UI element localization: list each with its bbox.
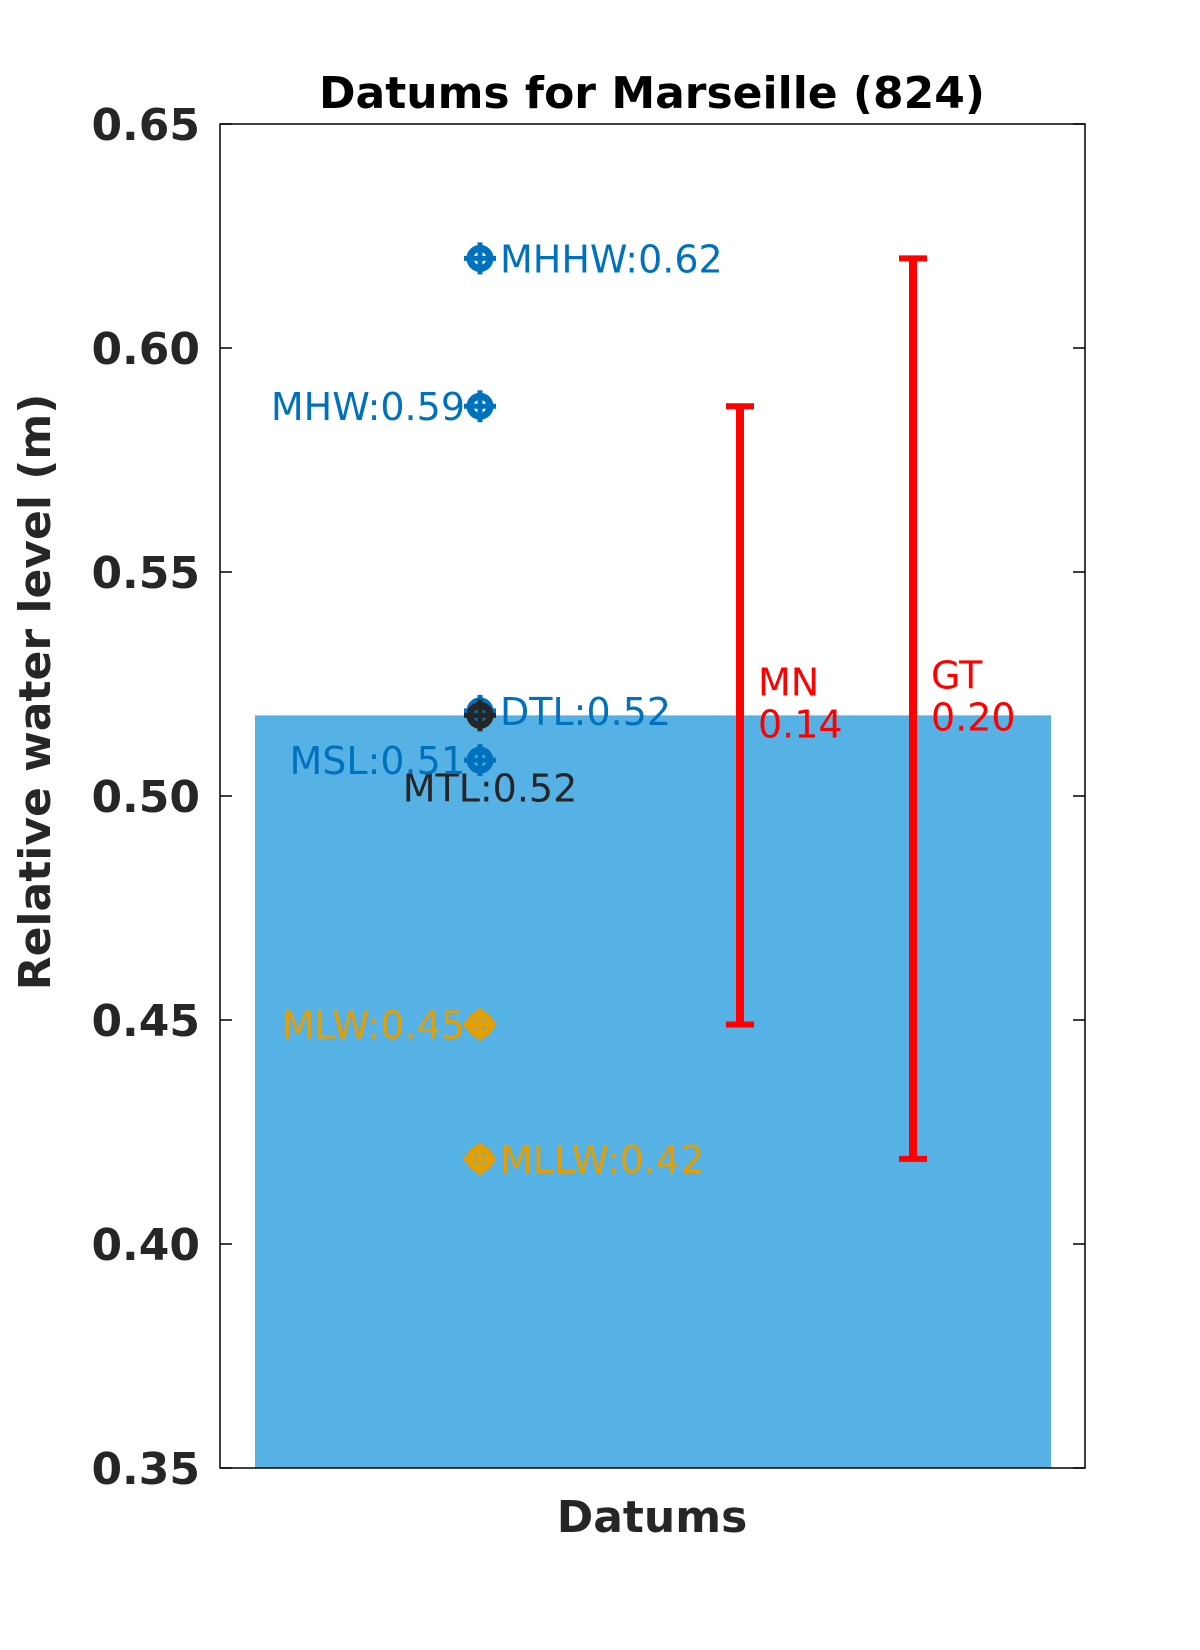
datum-label: DTL:0.52 bbox=[500, 690, 671, 734]
datum-mlw: MLW:0.45 bbox=[282, 1003, 496, 1047]
y-tick-label: 0.50 bbox=[91, 772, 200, 823]
y-tick-label: 0.35 bbox=[91, 1444, 200, 1495]
y-tick-label: 0.45 bbox=[91, 996, 200, 1047]
datum-msl: MSL:0.51 bbox=[290, 739, 496, 783]
range-name-label: MN bbox=[758, 660, 819, 704]
y-tick-label: 0.65 bbox=[91, 100, 200, 151]
y-tick-label: 0.40 bbox=[91, 1220, 200, 1271]
datum-label: MLW:0.45 bbox=[282, 1003, 465, 1047]
range-name-label: GT bbox=[931, 654, 983, 698]
y-axis-label: Relative water level (m) bbox=[10, 394, 61, 991]
datum-label: MHW:0.59 bbox=[271, 385, 465, 429]
datum-label: MHHW:0.62 bbox=[500, 237, 723, 281]
y-tick-label: 0.60 bbox=[91, 324, 200, 375]
chart-title: Datums for Marseille (824) bbox=[319, 68, 985, 119]
datum-label: MTL:0.52 bbox=[403, 766, 578, 810]
y-tick-label: 0.55 bbox=[91, 548, 200, 599]
datum-mllw: MLLW:0.42 bbox=[464, 1138, 704, 1182]
x-axis-label: Datums bbox=[557, 1492, 748, 1543]
datum-label: MSL:0.51 bbox=[290, 739, 466, 783]
datum-mtl: MTL:0.52 bbox=[403, 699, 578, 810]
range-mn: MN0.14 bbox=[726, 403, 843, 1028]
mtl-bar bbox=[255, 715, 1051, 1468]
range-value-label: 0.14 bbox=[758, 702, 843, 746]
datum-label: MLLW:0.42 bbox=[500, 1138, 704, 1182]
range-value-label: 0.20 bbox=[931, 696, 1016, 740]
plot-area: 0.35 0.40 0.45 0.50 0.55 0.60 0.65 MHHW:0.62 MHW… bbox=[91, 100, 1086, 1495]
datum-mhw: MHW:0.59 bbox=[271, 385, 496, 429]
range-gt: GT0.20 bbox=[899, 255, 1016, 1162]
datum-mhhw: MHHW:0.62 bbox=[464, 237, 723, 281]
